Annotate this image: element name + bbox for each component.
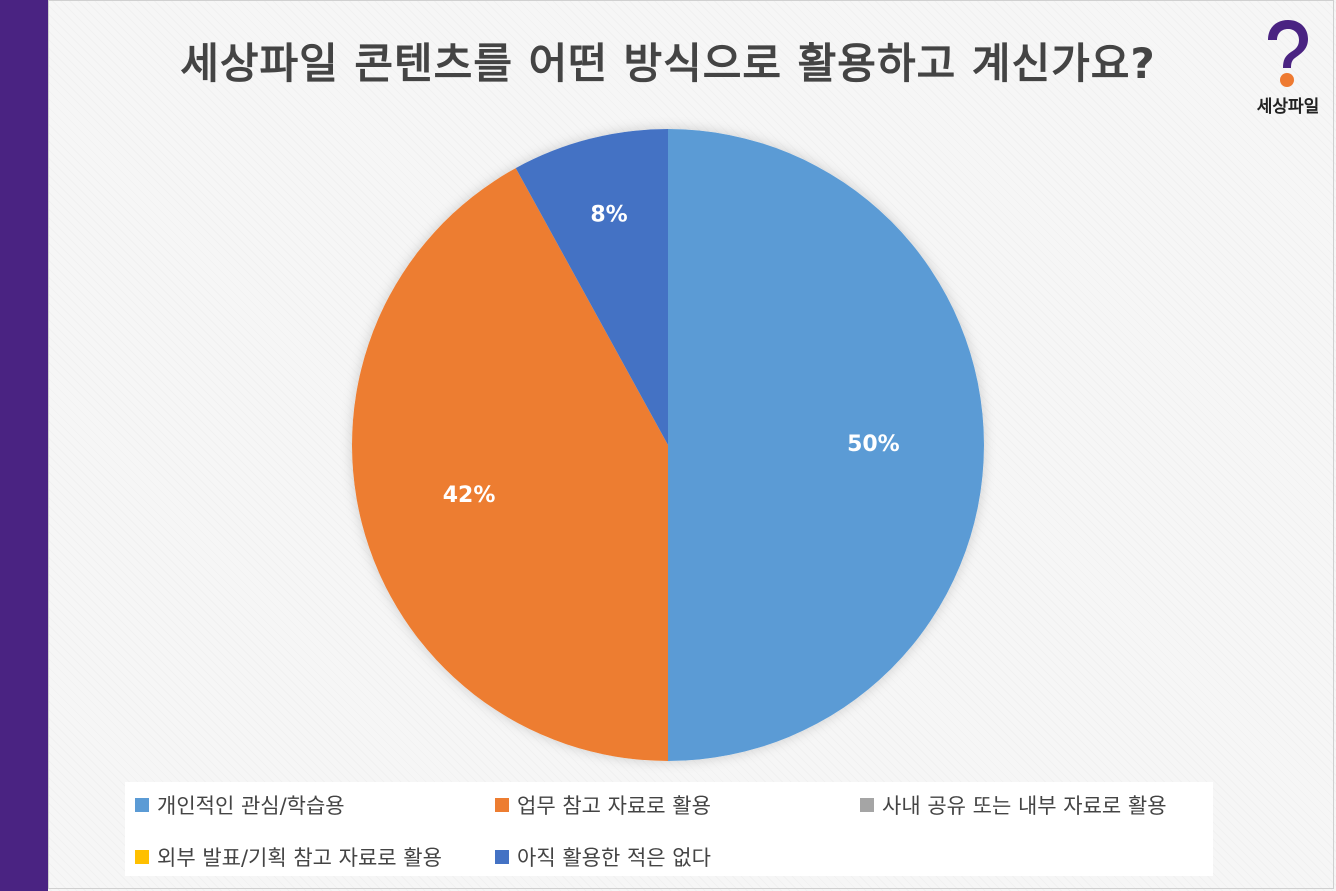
pie-slice-2 — [351, 168, 668, 761]
legend-item-3: 사내 공유 또는 내부 자료로 활용 — [860, 790, 1167, 820]
pie-data-label-2: 42% — [443, 483, 496, 508]
legend-label: 업무 참고 자료로 활용 — [517, 794, 711, 818]
pie-slices — [351, 129, 984, 761]
pie-data-label-1: 50% — [847, 432, 900, 457]
pie-slice-5 — [515, 129, 668, 445]
pie-chart-svg: 50% 42% 8% — [351, 129, 984, 761]
question-mark-logo-icon — [1268, 20, 1308, 87]
pie-slice-1 — [668, 129, 984, 761]
legend-item-1: 개인적인 관심/학습용 — [135, 790, 345, 820]
pie-labels: 50% 42% 8% — [443, 202, 900, 508]
legend-label: 개인적인 관심/학습용 — [157, 794, 345, 818]
brand-name: 세상파일 — [1256, 97, 1320, 117]
legend-swatch — [135, 798, 149, 812]
legend: 개인적인 관심/학습용 업무 참고 자료로 활용 사내 공유 또는 내부 자료로 활… — [125, 782, 1213, 876]
left-accent-bar — [0, 0, 48, 891]
legend-swatch — [860, 798, 874, 812]
legend-label: 아직 활용한 적은 없다 — [517, 846, 711, 870]
chart-title: 세상파일 콘텐츠를 어떤 방식으로 활용하고 계신가요? — [180, 39, 1156, 88]
legend-item-4: 외부 발표/기획 참고 자료로 활용 — [135, 842, 442, 872]
legend-swatch — [495, 850, 509, 864]
brand-logo: 세상파일 — [1248, 18, 1328, 118]
legend-swatch — [495, 798, 509, 812]
pie-data-label-5: 8% — [590, 202, 627, 227]
legend-item-5: 아직 활용한 적은 없다 — [495, 842, 711, 872]
legend-label: 사내 공유 또는 내부 자료로 활용 — [882, 794, 1167, 818]
pie-chart: 50% 42% 8% — [48, 110, 1288, 780]
legend-item-2: 업무 참고 자료로 활용 — [495, 790, 711, 820]
legend-swatch — [135, 850, 149, 864]
slide-frame — [48, 0, 1334, 889]
legend-label: 외부 발표/기획 참고 자료로 활용 — [157, 846, 442, 870]
